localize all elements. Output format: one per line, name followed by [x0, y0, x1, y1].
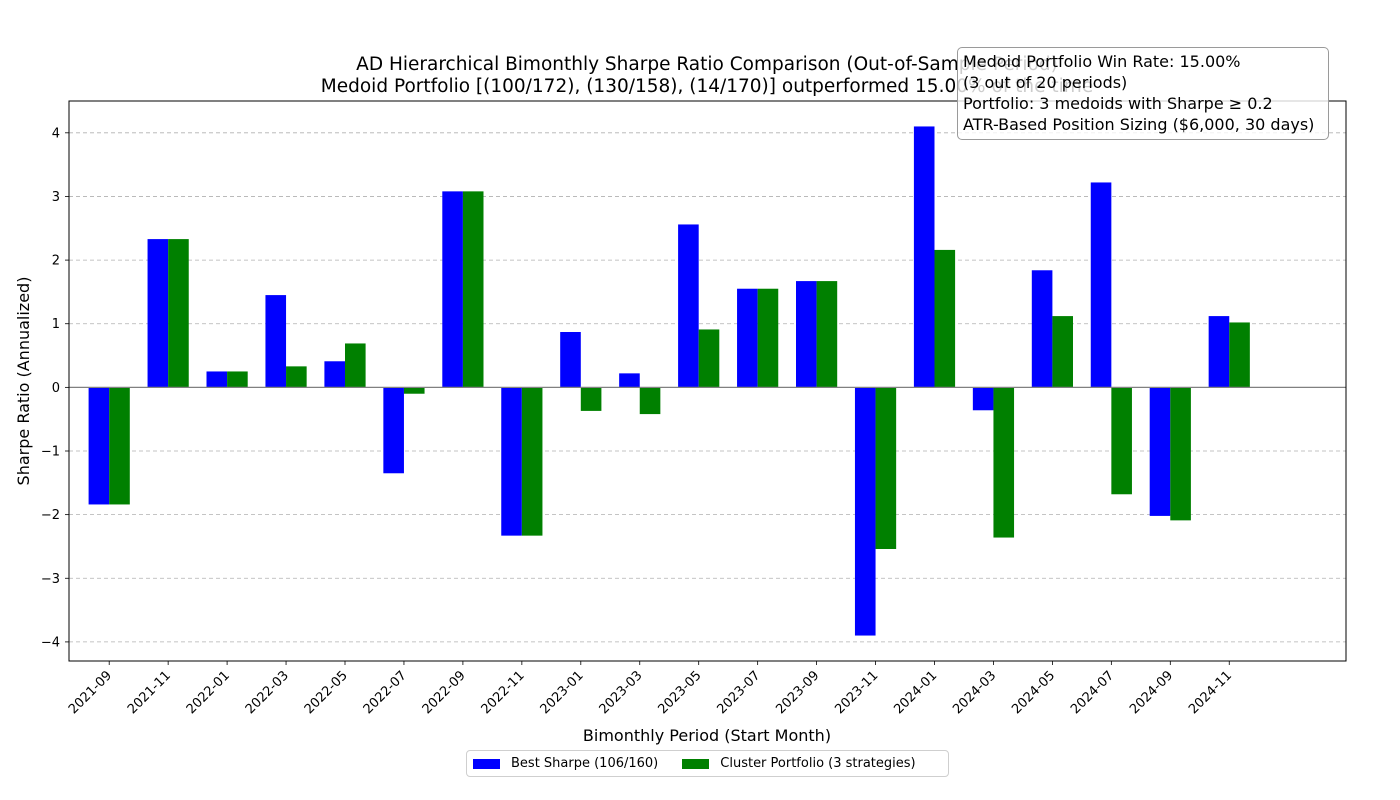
x-tick-label: 2023-03 — [597, 668, 646, 717]
bar-best-sharpe — [1031, 270, 1053, 388]
x-tick-label: 2024-07 — [1068, 668, 1117, 717]
x-tick-label: 2021-09 — [66, 668, 115, 717]
bar-cluster-portfolio — [403, 387, 425, 394]
chart-legend: Best Sharpe (106/160) Cluster Portfolio … — [466, 750, 949, 777]
y-tick-label: 2 — [52, 254, 60, 269]
bar-cluster-portfolio — [286, 366, 307, 388]
bar-best-sharpe — [324, 361, 345, 388]
bar-best-sharpe — [796, 281, 817, 388]
x-tick-label: 2021-11 — [125, 668, 174, 717]
bar-cluster-portfolio — [168, 239, 189, 388]
x-tick-label: 2023-11 — [832, 668, 881, 717]
y-tick-label: −1 — [41, 445, 60, 460]
bar-best-sharpe — [1208, 316, 1230, 388]
x-tick-label: 2022-05 — [302, 668, 351, 717]
bar-cluster-portfolio — [993, 387, 1015, 538]
y-tick-label: −4 — [41, 635, 60, 650]
info-line-portfolio: Portfolio: 3 medoids with Sharpe ≥ 0.2 — [963, 94, 1273, 113]
y-tick-label: 0 — [52, 381, 60, 396]
bar-cluster-portfolio — [875, 387, 897, 549]
bar-best-sharpe — [854, 387, 876, 636]
bar-cluster-portfolio — [1111, 387, 1132, 495]
bar-cluster-portfolio — [934, 249, 956, 388]
legend-swatch-green — [682, 758, 710, 769]
x-tick-label: 2024-09 — [1127, 668, 1176, 717]
info-line-sizing: ATR-Based Position Sizing ($6,000, 30 da… — [963, 115, 1315, 134]
x-tick-label: 2022-03 — [243, 668, 292, 717]
legend-item-cluster-portfolio: Cluster Portfolio (3 strategies) — [682, 756, 916, 771]
chart-subtitle: Medoid Portfolio [(100/172), (130/158), … — [321, 76, 1093, 97]
bar-cluster-portfolio — [462, 191, 484, 388]
legend-label-best-sharpe: Best Sharpe (106/160) — [511, 756, 659, 771]
bar-best-sharpe — [678, 224, 699, 388]
bar-cluster-portfolio — [227, 371, 248, 388]
x-tick-label: 2023-07 — [714, 668, 763, 717]
x-tick-label: 2024-03 — [950, 668, 999, 717]
bar-cluster-portfolio — [1170, 387, 1191, 521]
info-line-periods: (3 out of 20 periods) — [963, 73, 1128, 92]
bar-best-sharpe — [88, 387, 110, 505]
bar-best-sharpe — [560, 332, 581, 388]
bar-cluster-portfolio — [345, 343, 366, 388]
bar-cluster-portfolio — [521, 387, 543, 536]
x-tick-label: 2024-05 — [1009, 668, 1058, 717]
bar-cluster-portfolio — [757, 288, 779, 388]
bar-best-sharpe — [619, 373, 640, 388]
y-tick-label: −3 — [41, 572, 60, 587]
legend-label-cluster-portfolio: Cluster Portfolio (3 strategies) — [720, 756, 916, 771]
x-axis: 2021-09 2021-11 2022-01 2022-03 2022-05 2022-… — [66, 661, 1235, 717]
bar-best-sharpe — [206, 371, 228, 388]
x-tick-label: 2023-09 — [773, 668, 822, 717]
info-line-win-rate: Medoid Portfolio Win Rate: 15.00% — [963, 52, 1241, 71]
y-tick-label: −2 — [41, 508, 60, 523]
bar-best-sharpe — [501, 387, 522, 536]
x-tick-label: 2023-05 — [656, 668, 705, 717]
bar-best-sharpe — [737, 288, 758, 388]
chart-title: AD Hierarchical Bimonthly Sharpe Ratio C… — [356, 54, 1058, 75]
y-axis: −4 −3 −2 −1 0 1 2 3 4 — [41, 126, 69, 650]
bar-cluster-portfolio — [1052, 316, 1073, 388]
bar-cluster-portfolio — [580, 387, 602, 411]
plot-area-frame — [68, 100, 1347, 662]
bar-cluster-portfolio — [109, 387, 130, 505]
x-tick-label: 2022-09 — [420, 668, 469, 717]
y-tick-label: 3 — [52, 190, 60, 205]
bar-best-sharpe — [147, 239, 169, 388]
win-rate-info-box: Medoid Portfolio Win Rate: 15.00% (3 out… — [957, 47, 1329, 140]
legend-item-best-sharpe: Best Sharpe (106/160) — [473, 756, 658, 771]
bar-best-sharpe — [913, 126, 935, 388]
bars — [88, 126, 1250, 636]
y-tick-label: 1 — [52, 317, 60, 332]
bar-best-sharpe — [1090, 182, 1112, 388]
bar-cluster-portfolio — [816, 281, 838, 388]
bar-cluster-portfolio — [698, 329, 720, 388]
legend-swatch-blue — [473, 758, 500, 769]
y-tick-label: 4 — [52, 126, 60, 141]
bar-cluster-portfolio — [639, 387, 661, 415]
bar-best-sharpe — [265, 295, 287, 388]
bar-cluster-portfolio — [1229, 322, 1250, 388]
x-tick-label: 2024-11 — [1186, 668, 1235, 717]
bar-best-sharpe — [383, 387, 404, 474]
x-tick-label: 2022-07 — [361, 668, 410, 717]
y-axis-label: Sharpe Ratio (Annualized) — [14, 277, 33, 486]
bar-best-sharpe — [1149, 387, 1171, 516]
x-tick-label: 2023-01 — [538, 668, 587, 717]
x-axis-label: Bimonthly Period (Start Month) — [583, 726, 831, 745]
bar-best-sharpe — [442, 191, 463, 388]
bar-best-sharpe — [972, 387, 994, 411]
x-tick-label: 2024-01 — [891, 668, 940, 717]
x-tick-label: 2022-11 — [479, 668, 528, 717]
x-tick-label: 2022-01 — [184, 668, 233, 717]
